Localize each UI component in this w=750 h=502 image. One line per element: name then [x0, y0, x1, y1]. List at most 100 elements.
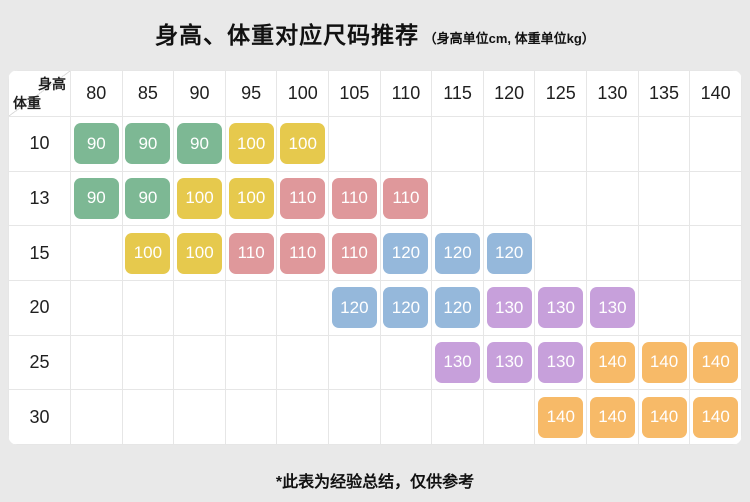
height-header-115: 115 — [431, 70, 484, 117]
size-chip: 130 — [435, 341, 481, 383]
size-chip: 90 — [73, 177, 119, 219]
size-cell: 100 — [121, 225, 175, 281]
empty-cell — [224, 389, 278, 445]
empty-cell — [121, 334, 175, 391]
empty-cell — [276, 279, 330, 336]
size-chip: 120 — [435, 287, 481, 329]
size-chip: 120 — [486, 232, 532, 274]
size-chip: 90 — [177, 123, 223, 165]
size-chip: 120 — [383, 287, 429, 329]
page-title: 身高、体重对应尺码推荐 （身高单位cm, 体重单位kg） — [0, 16, 750, 50]
size-cell: 100 — [173, 170, 226, 227]
empty-cell — [173, 334, 226, 391]
size-chip: 140 — [589, 396, 635, 438]
title-unit-note: （身高单位cm, 体重单位kg） — [423, 31, 595, 46]
size-table: 身高 体重 80 85 90 95 100 105 110 115 120 125 130 135 140 1… — [8, 70, 742, 445]
empty-cell — [637, 225, 691, 281]
size-chip: 100 — [125, 232, 171, 274]
size-cell: 120 — [379, 279, 433, 336]
size-cell: 120 — [431, 225, 484, 281]
empty-cell — [328, 116, 381, 172]
size-chip: 110 — [331, 177, 377, 219]
empty-cell — [431, 389, 484, 445]
size-cell: 130 — [482, 279, 536, 336]
size-cell: 140 — [637, 334, 691, 391]
empty-cell — [121, 279, 175, 336]
empty-cell — [173, 389, 226, 445]
header-row: 身高 体重 80 85 90 95 100 105 110 115 120 125 130 135 140 — [8, 70, 742, 117]
empty-cell — [431, 116, 484, 172]
size-chip: 90 — [73, 123, 119, 165]
empty-cell — [482, 116, 536, 172]
empty-cell — [70, 225, 123, 281]
size-cell: 110 — [328, 225, 381, 281]
size-cell: 140 — [586, 334, 639, 391]
corner-label-weight: 体重 — [13, 95, 41, 111]
size-cell: 130 — [431, 334, 484, 391]
size-cell: 140 — [637, 389, 691, 445]
empty-cell — [689, 225, 742, 281]
empty-cell — [586, 170, 639, 227]
empty-cell — [70, 334, 123, 391]
size-cell: 100 — [224, 116, 278, 172]
size-cell: 120 — [482, 225, 536, 281]
empty-cell — [689, 116, 742, 172]
size-chip: 120 — [435, 232, 481, 274]
empty-cell — [379, 389, 433, 445]
size-chip: 140 — [641, 341, 687, 383]
empty-cell — [534, 225, 588, 281]
size-chip: 100 — [177, 232, 223, 274]
size-cell: 120 — [431, 279, 484, 336]
height-header-120: 120 — [482, 70, 536, 117]
table-row: 25 130 130 130 140 140 140 — [8, 334, 742, 391]
size-cell: 110 — [276, 170, 330, 227]
empty-cell — [173, 279, 226, 336]
height-header-125: 125 — [534, 70, 588, 117]
height-header-110: 110 — [379, 70, 433, 117]
size-cell: 120 — [328, 279, 381, 336]
size-chip: 130 — [589, 287, 635, 329]
empty-cell — [534, 170, 588, 227]
empty-cell — [637, 279, 691, 336]
table-row: 10 90 90 90 100 100 — [8, 116, 742, 172]
empty-cell — [328, 389, 381, 445]
size-cell: 90 — [70, 116, 123, 172]
table-row: 30 140 140 140 140 — [8, 389, 742, 445]
size-cell: 130 — [534, 334, 588, 391]
height-header-130: 130 — [586, 70, 639, 117]
table-row: 20 120 120 120 130 130 130 — [8, 279, 742, 336]
weight-header-20: 20 — [8, 279, 71, 336]
size-cell: 140 — [534, 389, 588, 445]
size-cell: 90 — [173, 116, 226, 172]
empty-cell — [379, 116, 433, 172]
empty-cell — [431, 170, 484, 227]
empty-cell — [276, 389, 330, 445]
empty-cell — [586, 225, 639, 281]
size-chip: 130 — [486, 341, 532, 383]
size-cell: 90 — [121, 170, 175, 227]
size-chip: 110 — [280, 232, 326, 274]
empty-cell — [70, 279, 123, 336]
size-chip: 90 — [125, 177, 171, 219]
size-cell: 110 — [276, 225, 330, 281]
size-chip: 120 — [383, 232, 429, 274]
empty-cell — [276, 334, 330, 391]
empty-cell — [534, 116, 588, 172]
size-chip: 100 — [280, 123, 326, 165]
height-header-100: 100 — [276, 70, 330, 117]
size-chip: 130 — [538, 341, 584, 383]
table-row: 15 100 100 110 110 110 120 120 120 — [8, 225, 742, 281]
size-chip: 100 — [228, 177, 274, 219]
height-header-85: 85 — [121, 70, 175, 117]
weight-header-13: 13 — [8, 170, 71, 227]
size-chip: 100 — [177, 177, 223, 219]
empty-cell — [637, 116, 691, 172]
corner-diagonal: 身高体重 — [9, 71, 70, 116]
empty-cell — [224, 334, 278, 391]
empty-cell — [121, 389, 175, 445]
size-chip: 130 — [486, 287, 532, 329]
size-cell: 100 — [173, 225, 226, 281]
size-chip: 90 — [125, 123, 171, 165]
corner-label-height: 身高 — [38, 76, 66, 92]
corner-cell: 身高体重 — [8, 70, 71, 117]
